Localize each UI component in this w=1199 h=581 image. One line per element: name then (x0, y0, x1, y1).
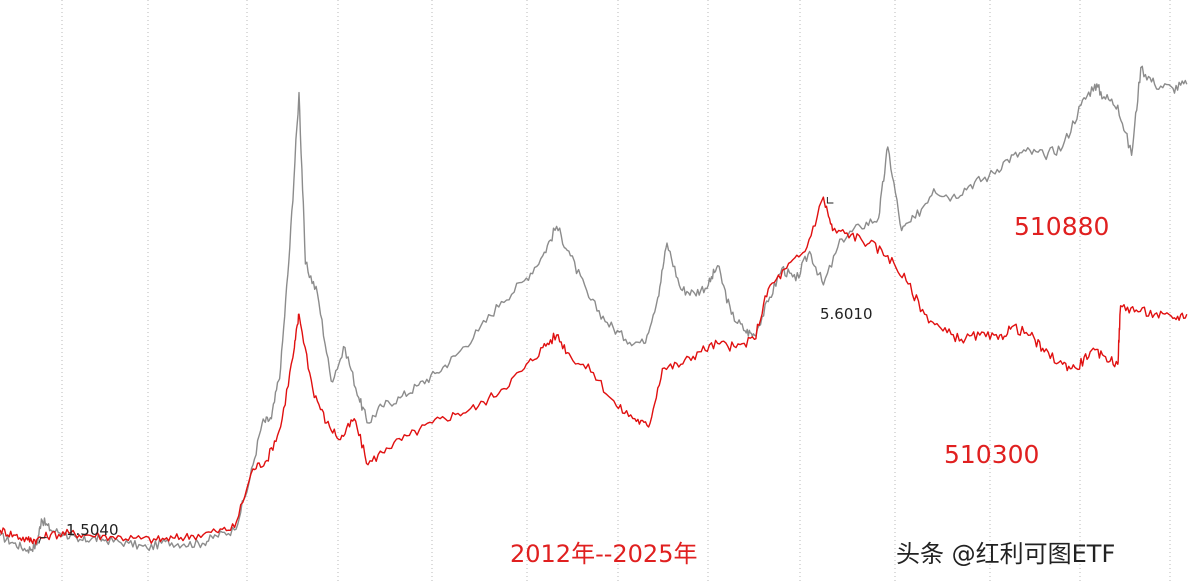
vertical-gridlines (61, 0, 1171, 581)
series-label-510880: 510880 (1014, 212, 1110, 241)
watermark: 头条 @红利可图ETF (896, 540, 1116, 568)
high-price-label: 5.6010 (820, 305, 873, 323)
low-price-label: 1.5040 (66, 521, 119, 539)
annotation-markers (38, 197, 834, 544)
series-line-510880 (0, 65, 1188, 554)
annotation-marker-5.6010 (826, 197, 834, 204)
annotation-marker-1.5040 (38, 537, 47, 544)
series-line-510300 (0, 196, 1188, 545)
series-label-510300: 510300 (944, 440, 1040, 469)
series-layer (0, 65, 1188, 554)
period-label: 2012年--2025年 (510, 540, 698, 568)
